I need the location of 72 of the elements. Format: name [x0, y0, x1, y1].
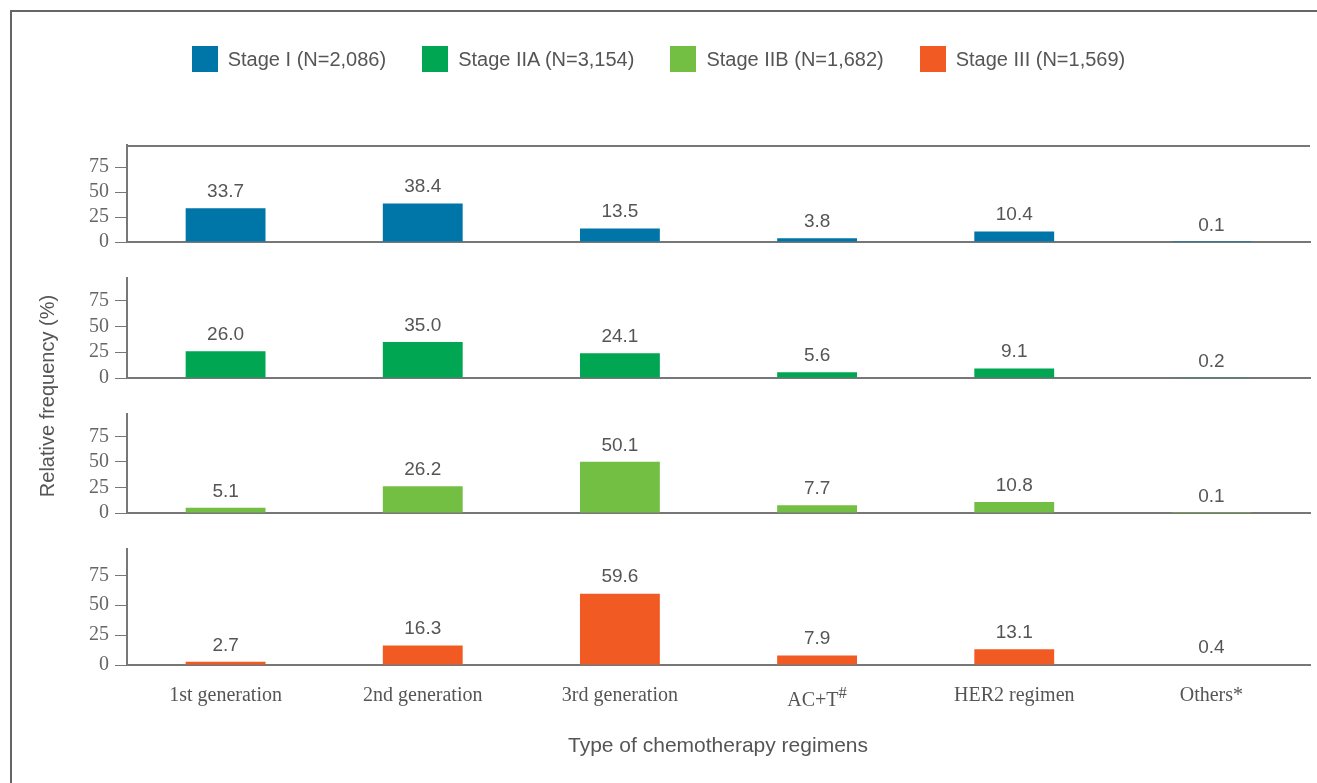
- y-tick-label: 25: [89, 204, 109, 227]
- data-label: 0.1: [1198, 213, 1225, 235]
- data-label: 10.4: [995, 203, 1034, 225]
- y-tick-label: 25: [89, 622, 109, 645]
- bar: [974, 368, 1055, 378]
- bar: [777, 372, 858, 378]
- y-axis-title: Relative frequency (%): [35, 294, 59, 498]
- legend-label: Stage I (N=2,086): [227, 47, 387, 71]
- bar: [382, 341, 463, 378]
- data-label: 24.1: [601, 324, 639, 346]
- legend-label: Stage III (N=1,569): [955, 47, 1126, 71]
- bar: [382, 203, 463, 242]
- bar: [777, 238, 858, 242]
- legend-label: Stage IIA (N=3,154): [458, 47, 635, 71]
- bar: [382, 486, 463, 513]
- x-tick-label: 2nd generation: [363, 683, 483, 706]
- y-tick-label: 50: [89, 592, 109, 615]
- bar: [974, 649, 1055, 665]
- data-label: 7.9: [803, 627, 831, 649]
- x-axis-title: Type of chemotherapy regimens: [568, 733, 868, 757]
- legend-label: Stage IIB (N=1,682): [706, 47, 884, 71]
- y-tick-label: 0: [99, 652, 109, 675]
- bar: [579, 593, 660, 665]
- bar: [185, 208, 266, 242]
- data-label: 13.1: [995, 621, 1033, 643]
- y-tick-label: 25: [89, 339, 109, 362]
- data-label: 16.3: [404, 617, 442, 639]
- x-tick-label: HER2 regimen: [953, 683, 1075, 706]
- x-tick-label: 1st generation: [169, 683, 282, 706]
- data-label: 0.2: [1198, 349, 1225, 371]
- data-label: 26.0: [207, 322, 245, 344]
- y-tick-label: 0: [99, 500, 109, 523]
- y-tick-label: 0: [99, 229, 109, 252]
- bar: [777, 505, 858, 513]
- y-tick-label: 25: [89, 474, 109, 497]
- bar: [185, 661, 266, 665]
- data-label: 35.0: [404, 313, 442, 335]
- bar: [579, 353, 660, 378]
- data-label: 0.4: [1198, 636, 1226, 658]
- x-tick-label: Others*: [1179, 683, 1244, 706]
- bar: [579, 228, 660, 242]
- data-label: 2.7: [212, 633, 239, 655]
- y-tick-label: 0: [99, 365, 109, 388]
- data-label: 7.7: [803, 476, 831, 498]
- y-tick-label: 50: [89, 313, 109, 336]
- data-label: 13.5: [601, 200, 639, 222]
- data-label: 38.4: [404, 175, 442, 197]
- y-tick-label: 75: [89, 287, 109, 310]
- bar: [185, 351, 266, 378]
- y-tick-label: 75: [89, 154, 109, 177]
- y-tick-label: 50: [89, 449, 109, 472]
- data-label: 10.8: [995, 473, 1033, 495]
- bar: [579, 461, 660, 513]
- data-label: 33.7: [207, 180, 245, 202]
- bar: [777, 655, 858, 665]
- data-label: 9.1: [1001, 340, 1028, 362]
- data-label: 26.2: [404, 457, 442, 479]
- bar: [974, 231, 1055, 242]
- x-tick-label: AC+T$^{#}$: [787, 683, 847, 711]
- y-tick-label: 75: [89, 562, 109, 585]
- data-label: 59.6: [601, 565, 639, 587]
- data-label: 0.1: [1198, 484, 1225, 506]
- y-tick-label: 50: [89, 179, 109, 202]
- bar: [185, 507, 266, 513]
- data-label: 5.1: [212, 479, 239, 501]
- y-tick-label: 75: [89, 423, 109, 446]
- data-label: 5.6: [803, 343, 831, 365]
- x-tick-label: 3rd generation: [561, 683, 678, 706]
- bar: [974, 501, 1055, 513]
- data-label: 50.1: [601, 433, 639, 455]
- data-label: 3.8: [803, 209, 831, 231]
- bar: [382, 645, 463, 665]
